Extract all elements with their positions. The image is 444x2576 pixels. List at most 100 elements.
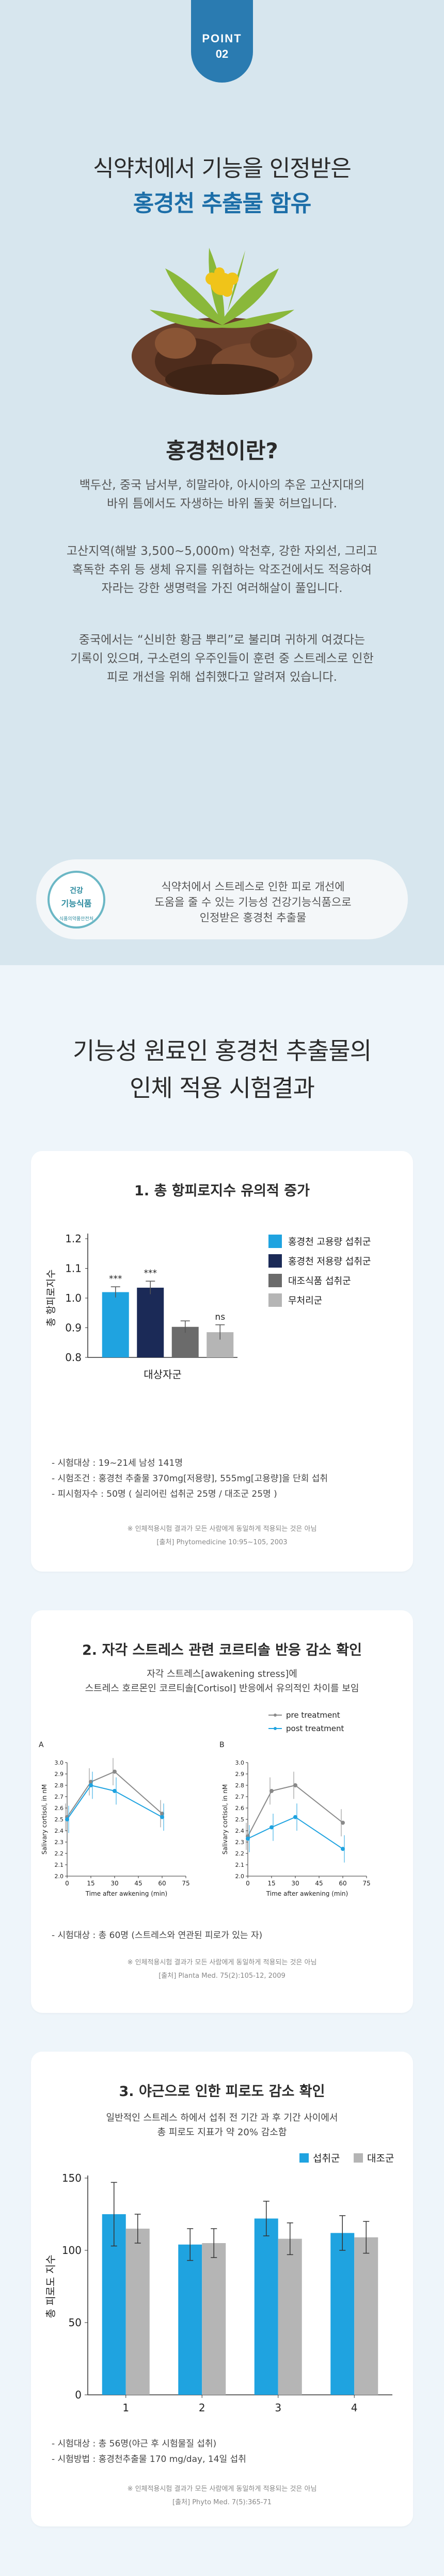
y-axis-label: 총 항피로지수 bbox=[45, 1270, 57, 1327]
legend-swatch bbox=[268, 1274, 282, 1287]
result-card-3: 3. 야근으로 인한 피로도 감소 확인 일반적인 스트레스 하에서 섭취 전 … bbox=[31, 2052, 413, 2526]
series-line bbox=[67, 1771, 163, 1818]
subtitle-line: 일반적인 스트레스 하에서 섭취 전 기간 과 후 기간 사이에서 bbox=[106, 2113, 338, 2123]
results-title-line: 인체 적용 시험결과 bbox=[130, 1074, 315, 1102]
paragraph-line: 자라는 강한 생명력을 가진 여러해살이 풀입니다. bbox=[101, 582, 343, 595]
subtitle-line: 자각 스트레스[awakening stress]에 bbox=[147, 1669, 297, 1679]
y-tick-label: 0 bbox=[75, 2389, 82, 2401]
panel-label: B bbox=[219, 1741, 225, 1749]
results-title: 기능성 원료인 홍경천 추출물의 인체 적용 시험결과 bbox=[0, 1032, 444, 1107]
card-3-disclaimer: ※ 인체적용시험 결과가 모든 사람에게 동일하게 적용되는 것은 아님 [출처… bbox=[31, 2483, 413, 2509]
y-axis-label: Salivary cortisol, in nM bbox=[41, 1784, 48, 1854]
legend-label: pre treatment bbox=[286, 1710, 340, 1720]
y-tick-label: 50 bbox=[69, 2316, 82, 2329]
x-axis-label: Time after awkening (min) bbox=[266, 1890, 348, 1897]
series-line bbox=[67, 1784, 163, 1820]
bar bbox=[330, 2233, 355, 2395]
x-tick-label: 15 bbox=[87, 1880, 94, 1887]
series-line bbox=[247, 1816, 343, 1850]
data-point bbox=[89, 1783, 93, 1787]
legend-label: 홍경천 고용량 섭취군 bbox=[288, 1237, 371, 1247]
y-tick-label: 150 bbox=[62, 2172, 82, 2184]
data-point bbox=[269, 1825, 274, 1830]
legend-label: 홍경천 저용량 섭취군 bbox=[288, 1256, 371, 1267]
legend-swatch bbox=[268, 1254, 282, 1268]
result-card-2: 2. 자각 스트레스 관련 코르티솔 반응 감소 확인 자각 스트레스[awak… bbox=[31, 1610, 413, 2013]
card-2-subtitle: 자각 스트레스[awakening stress]에 스트레스 호르몬인 코르티… bbox=[31, 1667, 413, 1696]
legend-marker bbox=[274, 1727, 277, 1730]
bar bbox=[202, 2243, 226, 2395]
legend-label: 대조식품 섭취군 bbox=[288, 1276, 351, 1287]
x-tick-label: 2 bbox=[199, 2402, 205, 2414]
bar bbox=[354, 2237, 378, 2395]
data-point bbox=[341, 1820, 345, 1825]
certification-info-box: 건강 기능식품 식품의약품안전처 식약처에서 스트레스로 인한 피로 개선에 도… bbox=[36, 859, 408, 939]
y-tick-label: 2.7 bbox=[55, 1794, 64, 1800]
significance-label: ns bbox=[215, 1312, 225, 1322]
disclaimer-line: ※ 인체적용시험 결과가 모든 사람에게 동일하게 적용되는 것은 아님 bbox=[127, 2485, 317, 2493]
point-badge-number: 02 bbox=[215, 47, 229, 60]
what-is-paragraph-3: 중국에서는 “신비한 황금 뿌리”로 불리며 귀하게 여겼다는 기록이 있으며,… bbox=[0, 631, 444, 686]
significance-label: *** bbox=[144, 1268, 157, 1278]
card-1-disclaimer: ※ 인체적용시험 결과가 모든 사람에게 동일하게 적용되는 것은 아님 [출처… bbox=[31, 1523, 413, 1549]
card-1-title: 1. 총 항피로지수 유의적 증가 bbox=[134, 1183, 310, 1199]
data-point bbox=[113, 1789, 117, 1793]
rhodiola-plant-image bbox=[132, 248, 312, 395]
card-3-title: 3. 야근으로 인한 피로도 감소 확인 bbox=[119, 2084, 325, 2100]
y-tick-label: 2.8 bbox=[55, 1782, 64, 1789]
x-axis-label: Time after awkening (min) bbox=[85, 1890, 167, 1897]
bar bbox=[102, 1292, 129, 1357]
card-3-notes: - 시험대상 : 총 56명(야근 후 시험물질 섭취) - 시험방법 : 홍경… bbox=[52, 2436, 246, 2467]
paragraph-line: 고산지역(해발 3,500~5,000m) 악천후, 강한 자외선, 그리고 bbox=[66, 545, 378, 558]
section-intro: POINT 02 식약처에서 기능을 인정받은 홍경천 추출물 함유 bbox=[0, 0, 444, 965]
y-tick-label: 0.8 bbox=[65, 1351, 82, 1364]
y-tick-label: 3.0 bbox=[55, 1759, 64, 1766]
data-point bbox=[293, 1815, 297, 1819]
y-tick-label: 2.7 bbox=[235, 1794, 245, 1800]
y-tick-label: 2.3 bbox=[235, 1839, 245, 1846]
data-point bbox=[269, 1789, 274, 1793]
bar bbox=[278, 2238, 302, 2395]
x-tick-label: 15 bbox=[267, 1880, 275, 1887]
x-tick-label: 0 bbox=[246, 1880, 250, 1887]
note-line: - 시험조건 : 홍경천 추출물 370mg[저용량], 555mg[고용량]을… bbox=[52, 1474, 328, 1484]
card-1-notes: - 시험대상 : 19~21세 남성 141명 - 시험조건 : 홍경천 추출물… bbox=[52, 1455, 328, 1502]
source-line: [출처] Planta Med. 75(2):105-12, 2009 bbox=[158, 1972, 286, 1980]
legend-label: 섭취군 bbox=[313, 2153, 340, 2164]
data-point bbox=[160, 1812, 164, 1816]
y-axis-label: 총 피로도 지수 bbox=[44, 2254, 57, 2318]
y-tick-label: 2.4 bbox=[55, 1828, 64, 1834]
source-line: [출처] Phytomedicine 10:95~105, 2003 bbox=[156, 1539, 288, 1546]
note-line: - 시험대상 : 19~21세 남성 141명 bbox=[52, 1458, 183, 1468]
certification-text: 식약처에서 스트레스로 인한 피로 개선에 도움을 줄 수 있는 기능성 건강기… bbox=[119, 879, 387, 925]
note-line: - 피시험자수 : 50명 ( 실리어린 섭취군 25명 / 대조군 25명 ) bbox=[52, 1489, 277, 1499]
y-tick-label: 2.5 bbox=[235, 1816, 245, 1823]
x-tick-label: 4 bbox=[351, 2402, 358, 2414]
x-tick-label: 0 bbox=[65, 1880, 69, 1887]
seal-line: 식품의약품안전처 bbox=[59, 917, 94, 922]
seal-line: 건강 bbox=[70, 887, 83, 895]
paragraph-line: 혹독한 추위 등 생체 유지를 위협하는 악조건에서도 적응하여 bbox=[72, 563, 372, 577]
source-line: [출처] Phyto Med. 7(5):365-71 bbox=[172, 2499, 272, 2506]
certification-text-line: 식약처에서 스트레스로 인한 피로 개선에 bbox=[161, 881, 345, 893]
paragraph-line: 피로 개선을 위해 섭취했다고 알려져 있습니다. bbox=[107, 670, 337, 684]
x-axis-label: 대상자군 bbox=[144, 1368, 182, 1381]
x-tick-label: 3 bbox=[275, 2402, 281, 2414]
paragraph-line: 백두산, 중국 남서부, 히말라야, 아시아의 추운 고산지대의 bbox=[79, 478, 365, 492]
headline-line2: 홍경천 추출물 함유 bbox=[133, 190, 311, 217]
legend-swatch bbox=[354, 2153, 363, 2163]
x-tick-label: 30 bbox=[291, 1880, 299, 1887]
paragraph-line: 바위 틈에서도 자생하는 바위 돌꽃 허브입니다. bbox=[107, 497, 337, 510]
y-tick-label: 1.1 bbox=[65, 1262, 82, 1275]
health-functional-food-seal: 건강 기능식품 식품의약품안전처 bbox=[47, 871, 105, 929]
y-tick-label: 2.2 bbox=[235, 1850, 245, 1857]
data-point bbox=[89, 1780, 93, 1784]
y-tick-label: 2.0 bbox=[55, 1873, 64, 1880]
data-point bbox=[113, 1769, 117, 1774]
card-2-title: 2. 자각 스트레스 관련 코르티솔 반응 감소 확인 bbox=[82, 1642, 362, 1658]
y-tick-label: 2.9 bbox=[55, 1771, 64, 1778]
note-line: - 시험대상 : 총 60명 (스트레스와 연관된 피로가 있는 자) bbox=[52, 1930, 263, 1941]
certification-text-line: 도움을 줄 수 있는 기능성 건강기능식품으로 bbox=[154, 896, 352, 908]
y-tick-label: 2.8 bbox=[235, 1782, 245, 1789]
